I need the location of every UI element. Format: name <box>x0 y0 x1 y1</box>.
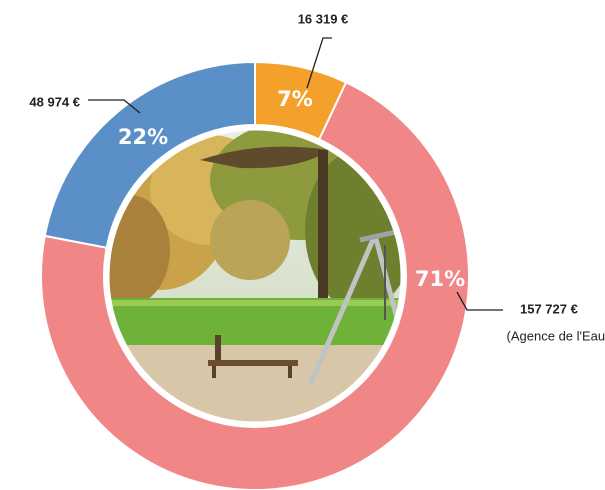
donut-segment <box>43 60 256 249</box>
amount-label: 157 727 € <box>520 301 578 316</box>
annotation: (Agence de l'Eau) <box>507 328 605 343</box>
center-photo <box>107 128 403 424</box>
value-label: 7% <box>277 87 313 111</box>
leader-line <box>456 291 503 311</box>
value-label: 71% <box>415 267 465 291</box>
value-label: 22% <box>118 125 168 149</box>
leader-line <box>306 37 332 89</box>
leader-line <box>88 99 141 114</box>
donut-segment <box>40 81 470 490</box>
photo-border <box>104 125 406 427</box>
amount-label: 16 319 € <box>298 11 349 26</box>
amount-label: 48 974 € <box>29 94 80 109</box>
